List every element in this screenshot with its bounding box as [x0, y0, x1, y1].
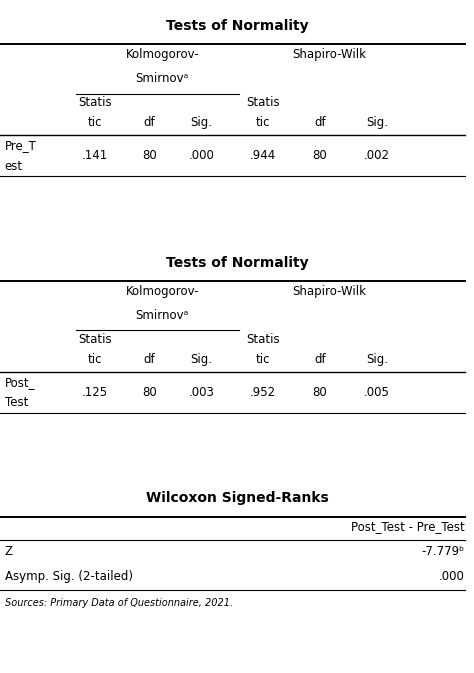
- Text: .002: .002: [364, 149, 390, 162]
- Text: Asymp. Sig. (2-tailed): Asymp. Sig. (2-tailed): [5, 570, 133, 583]
- Text: Smirnovᵃ: Smirnovᵃ: [136, 72, 189, 85]
- Text: tic: tic: [256, 116, 270, 129]
- Text: tic: tic: [88, 353, 102, 366]
- Text: .125: .125: [82, 386, 108, 398]
- Text: 80: 80: [142, 149, 157, 162]
- Text: df: df: [314, 116, 326, 129]
- Text: Kolmogorov-: Kolmogorov-: [126, 48, 199, 61]
- Text: Tests of Normality: Tests of Normality: [166, 256, 308, 270]
- Text: Tests of Normality: Tests of Normality: [166, 19, 308, 33]
- Text: 80: 80: [312, 149, 328, 162]
- Text: Post_Test - Pre_Test: Post_Test - Pre_Test: [351, 520, 465, 533]
- Text: .952: .952: [250, 386, 276, 398]
- Text: Sources: Primary Data of Questionnaire, 2021.: Sources: Primary Data of Questionnaire, …: [5, 598, 233, 608]
- Text: df: df: [144, 116, 155, 129]
- Text: Post_: Post_: [5, 376, 35, 389]
- Text: Shapiro-Wilk: Shapiro-Wilk: [292, 285, 366, 297]
- Text: Z: Z: [5, 545, 13, 558]
- Text: Smirnovᵃ: Smirnovᵃ: [136, 309, 189, 322]
- Text: Statis: Statis: [78, 333, 111, 346]
- Text: Test: Test: [5, 396, 28, 409]
- Text: df: df: [144, 353, 155, 366]
- Text: .000: .000: [189, 149, 214, 162]
- Text: tic: tic: [256, 353, 270, 366]
- Text: 80: 80: [142, 386, 157, 398]
- Text: Shapiro-Wilk: Shapiro-Wilk: [292, 48, 366, 61]
- Text: Wilcoxon Signed-Ranks: Wilcoxon Signed-Ranks: [146, 491, 328, 505]
- Text: Statis: Statis: [246, 333, 280, 346]
- Text: .003: .003: [189, 386, 214, 398]
- Text: est: est: [5, 160, 23, 172]
- Text: -7.779ᵇ: -7.779ᵇ: [421, 545, 465, 558]
- Text: Statis: Statis: [78, 96, 111, 109]
- Text: Kolmogorov-: Kolmogorov-: [126, 285, 199, 297]
- Text: 80: 80: [312, 386, 328, 398]
- Text: .005: .005: [364, 386, 390, 398]
- Text: .944: .944: [250, 149, 276, 162]
- Text: df: df: [314, 353, 326, 366]
- Text: Sig.: Sig.: [366, 116, 388, 129]
- Text: Sig.: Sig.: [191, 353, 212, 366]
- Text: Pre_T: Pre_T: [5, 139, 36, 152]
- Text: Sig.: Sig.: [191, 116, 212, 129]
- Text: Sig.: Sig.: [366, 353, 388, 366]
- Text: .141: .141: [82, 149, 108, 162]
- Text: .000: .000: [438, 570, 465, 583]
- Text: tic: tic: [88, 116, 102, 129]
- Text: Statis: Statis: [246, 96, 280, 109]
